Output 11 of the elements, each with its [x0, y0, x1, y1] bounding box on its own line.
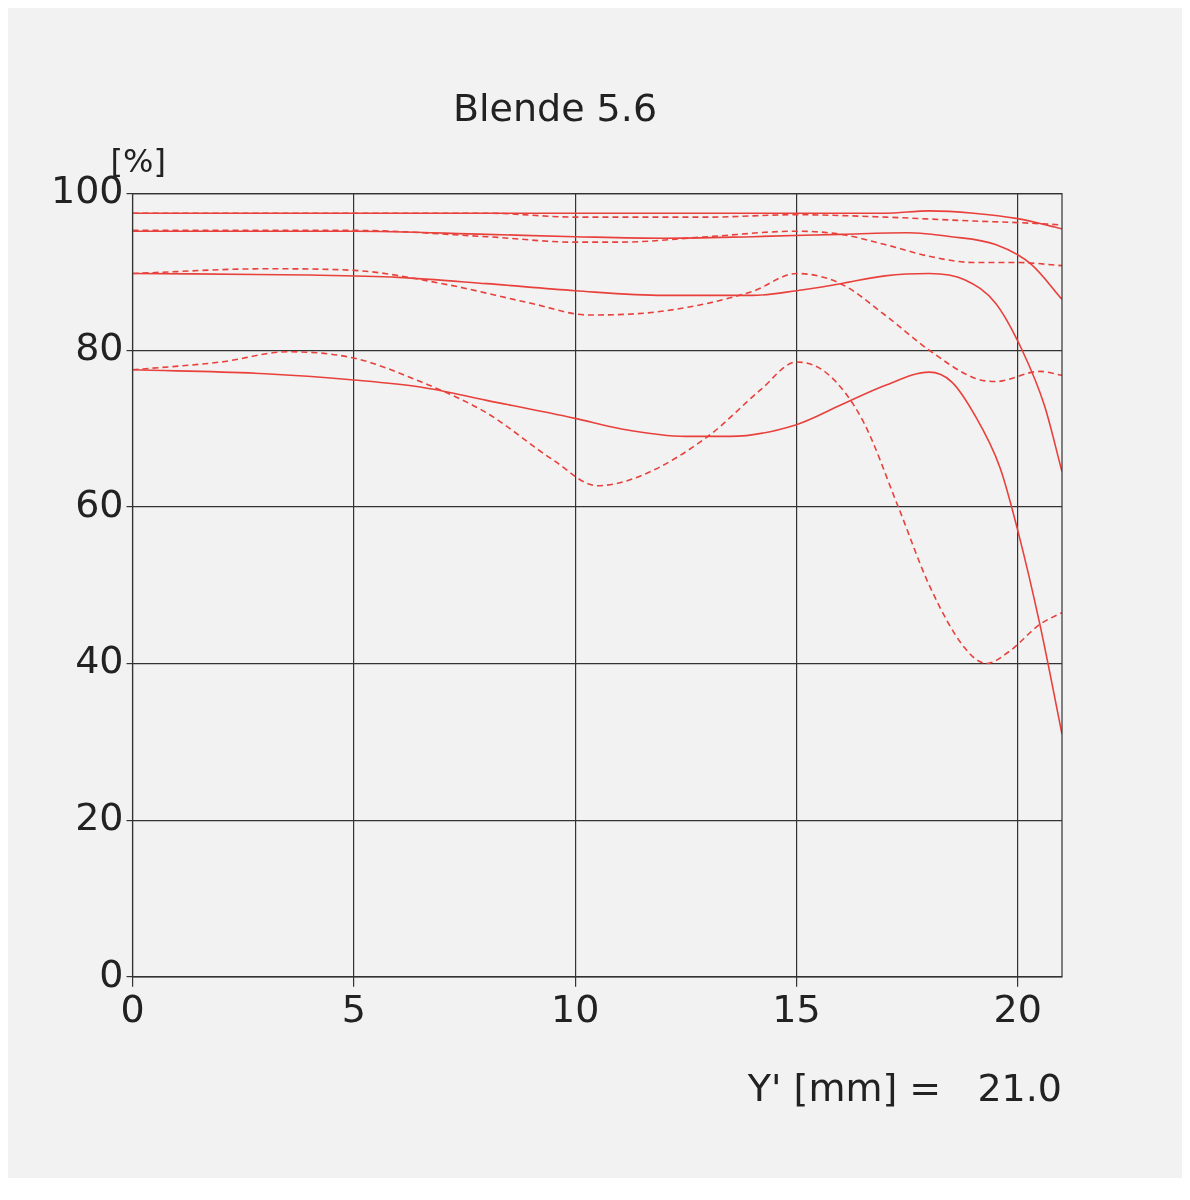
- y-tick-label: 40: [75, 638, 124, 683]
- x-tick-label: 10: [550, 987, 600, 1032]
- y-tick-label: 80: [75, 325, 124, 370]
- x-tick-label: 20: [993, 987, 1042, 1032]
- y-tick-label: 0: [99, 951, 124, 996]
- x-tick-label: 15: [772, 987, 821, 1032]
- x-axis-title: Y' [mm] = 21.0: [746, 1066, 1062, 1111]
- chart-title: Blende 5.6: [452, 85, 658, 130]
- x-tick-label: 5: [341, 987, 366, 1032]
- y-tick-label: 20: [75, 795, 124, 840]
- y-tick-label: 60: [75, 481, 124, 526]
